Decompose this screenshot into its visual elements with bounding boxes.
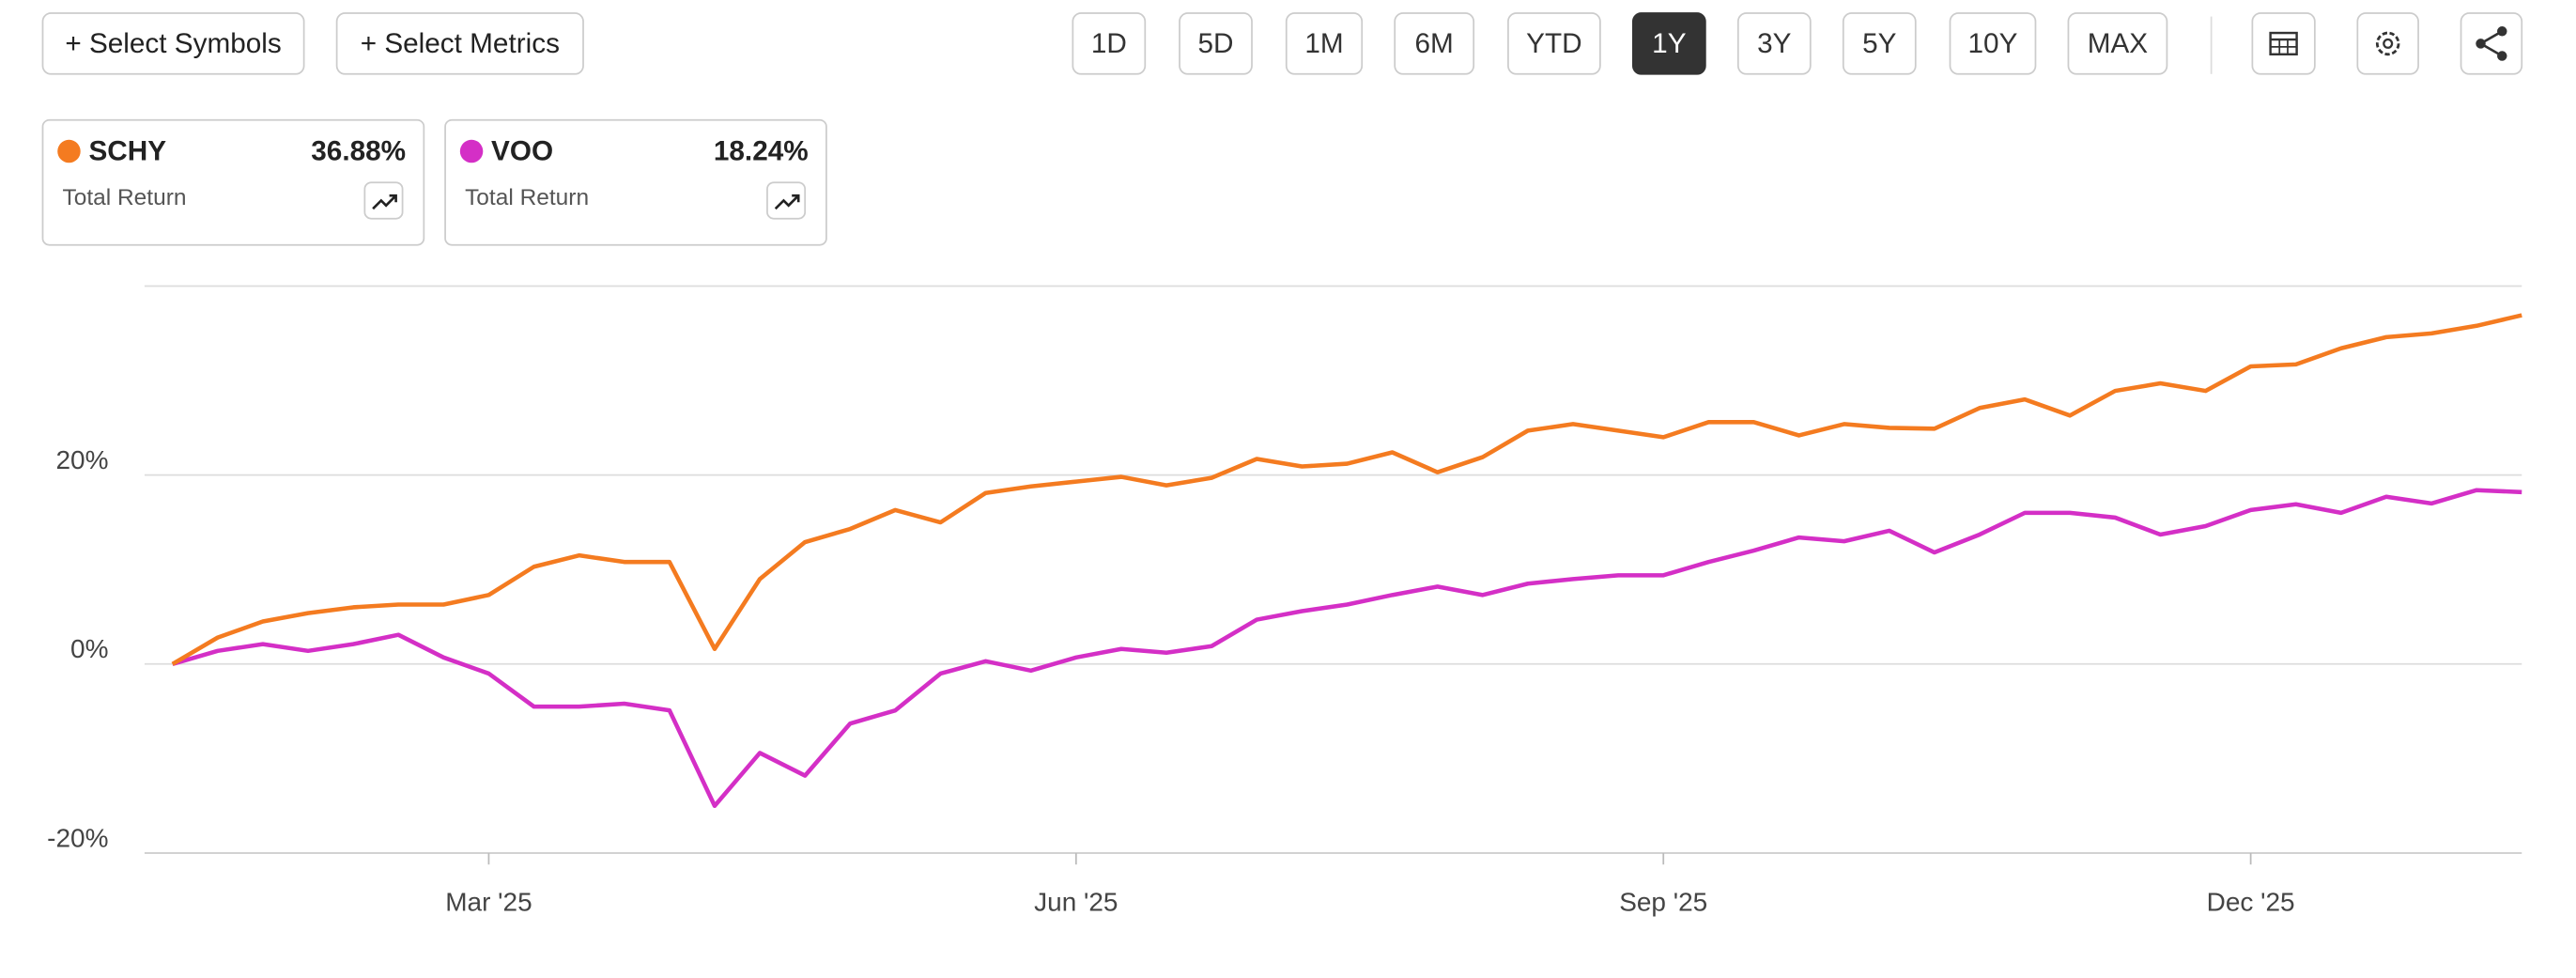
toolbar-button[interactable]: + Select Metrics xyxy=(335,12,584,75)
legend-metric: Total Return xyxy=(465,185,589,210)
legend-value: 18.24% xyxy=(714,136,809,167)
x-tick-label: Mar '25 xyxy=(445,888,532,917)
chart-icon[interactable] xyxy=(766,181,807,220)
button-label: 1M xyxy=(1304,28,1343,59)
button-label: + Select Symbols xyxy=(65,28,281,59)
button-label: 3Y xyxy=(1757,28,1792,59)
legend-value: 36.88% xyxy=(311,136,406,167)
range-button[interactable]: 6M xyxy=(1394,12,1475,75)
y-tick-label: 0% xyxy=(70,634,108,663)
icon-frame xyxy=(363,181,404,220)
legend-name: VOO xyxy=(491,136,553,167)
button-frame xyxy=(1842,12,1917,75)
legend-dot xyxy=(57,139,81,163)
card-frame xyxy=(41,118,425,246)
range-button[interactable]: 10Y xyxy=(1949,12,2037,75)
button-frame xyxy=(1072,12,1147,75)
button-frame xyxy=(1179,12,1253,75)
button-label: 1D xyxy=(1091,28,1127,59)
range-button[interactable]: YTD xyxy=(1507,12,1601,75)
button-label: MAX xyxy=(2088,28,2149,59)
y-tick-label: 20% xyxy=(55,445,108,474)
icon-arrow xyxy=(774,194,800,210)
button-frame xyxy=(1631,12,1706,75)
button-frame xyxy=(2067,12,2168,75)
series-line xyxy=(172,488,2522,809)
button-label: 6M xyxy=(1415,28,1454,59)
range-button[interactable]: 1D xyxy=(1072,12,1147,75)
button-frame xyxy=(1736,12,1812,75)
toolbar-button[interactable]: + Select Symbols xyxy=(41,12,305,75)
x-tick-label: Sep '25 xyxy=(1619,888,1707,917)
legend-card: SCHY 36.88% Total Return xyxy=(41,118,425,246)
button-label: 10Y xyxy=(1968,28,2018,59)
settings-button[interactable] xyxy=(2356,12,2419,75)
legend-metric: Total Return xyxy=(62,185,186,210)
range-button[interactable]: 3Y xyxy=(1736,12,1812,75)
range-button[interactable]: 1Y xyxy=(1631,12,1706,75)
range-button[interactable]: 5D xyxy=(1179,12,1253,75)
icon-frame xyxy=(766,181,807,220)
range-button[interactable]: MAX xyxy=(2067,12,2168,75)
legend-name: SCHY xyxy=(88,136,166,167)
y-tick-label: -20% xyxy=(47,823,108,852)
icon-arrow xyxy=(372,194,397,210)
series-line xyxy=(171,313,2522,666)
button-frame xyxy=(1507,12,1601,75)
chart-icon[interactable] xyxy=(363,181,404,220)
button-frame xyxy=(1394,12,1475,75)
legend-card: VOO 18.24% Total Return xyxy=(444,118,827,246)
x-tick-label: Dec '25 xyxy=(2207,888,2295,917)
button-label: 1Y xyxy=(1652,28,1687,59)
button-frame xyxy=(1949,12,2037,75)
range-button[interactable]: 5Y xyxy=(1842,12,1917,75)
table-button[interactable] xyxy=(2251,12,2316,75)
legend-dot xyxy=(459,139,484,163)
button-frame xyxy=(41,12,305,75)
button-frame xyxy=(1285,12,1364,75)
button-label: 5D xyxy=(1198,28,1234,59)
card-frame xyxy=(444,118,827,246)
button-label: + Select Metrics xyxy=(361,28,560,59)
share-button[interactable] xyxy=(2460,12,2523,75)
x-tick-label: Jun '25 xyxy=(1034,888,1118,917)
button-frame xyxy=(335,12,584,75)
button-label: YTD xyxy=(1526,28,1581,59)
range-button[interactable]: 1M xyxy=(1285,12,1364,75)
button-label: 5Y xyxy=(1862,28,1897,59)
